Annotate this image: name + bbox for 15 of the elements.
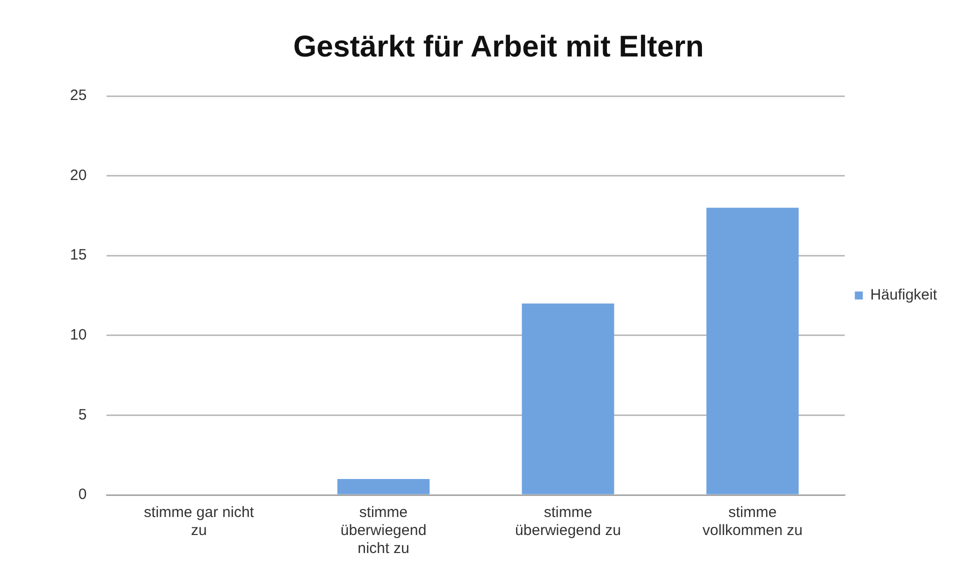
y-tick-label: 20 (70, 166, 87, 184)
x-tick-label: stimme gar nicht zu (144, 504, 255, 540)
x-tick-label: stimme überwiegend zu (515, 504, 621, 540)
x-tick-label: stimme vollkommen zu (702, 504, 803, 540)
y-tick-label: 5 (78, 406, 87, 424)
bar (522, 303, 614, 494)
legend-label: Häufigkeit (870, 286, 938, 304)
y-tick-label: 25 (70, 87, 87, 104)
chart-title: Gestärkt für Arbeit mit Eltern (293, 30, 704, 64)
x-tick-label: stimme überwiegend nicht zu (340, 504, 426, 558)
y-tick-label: 0 (78, 486, 87, 504)
bar (706, 208, 799, 494)
y-tick-label: 10 (70, 326, 87, 344)
y-tick-label: 15 (70, 246, 87, 264)
bar (337, 479, 430, 494)
